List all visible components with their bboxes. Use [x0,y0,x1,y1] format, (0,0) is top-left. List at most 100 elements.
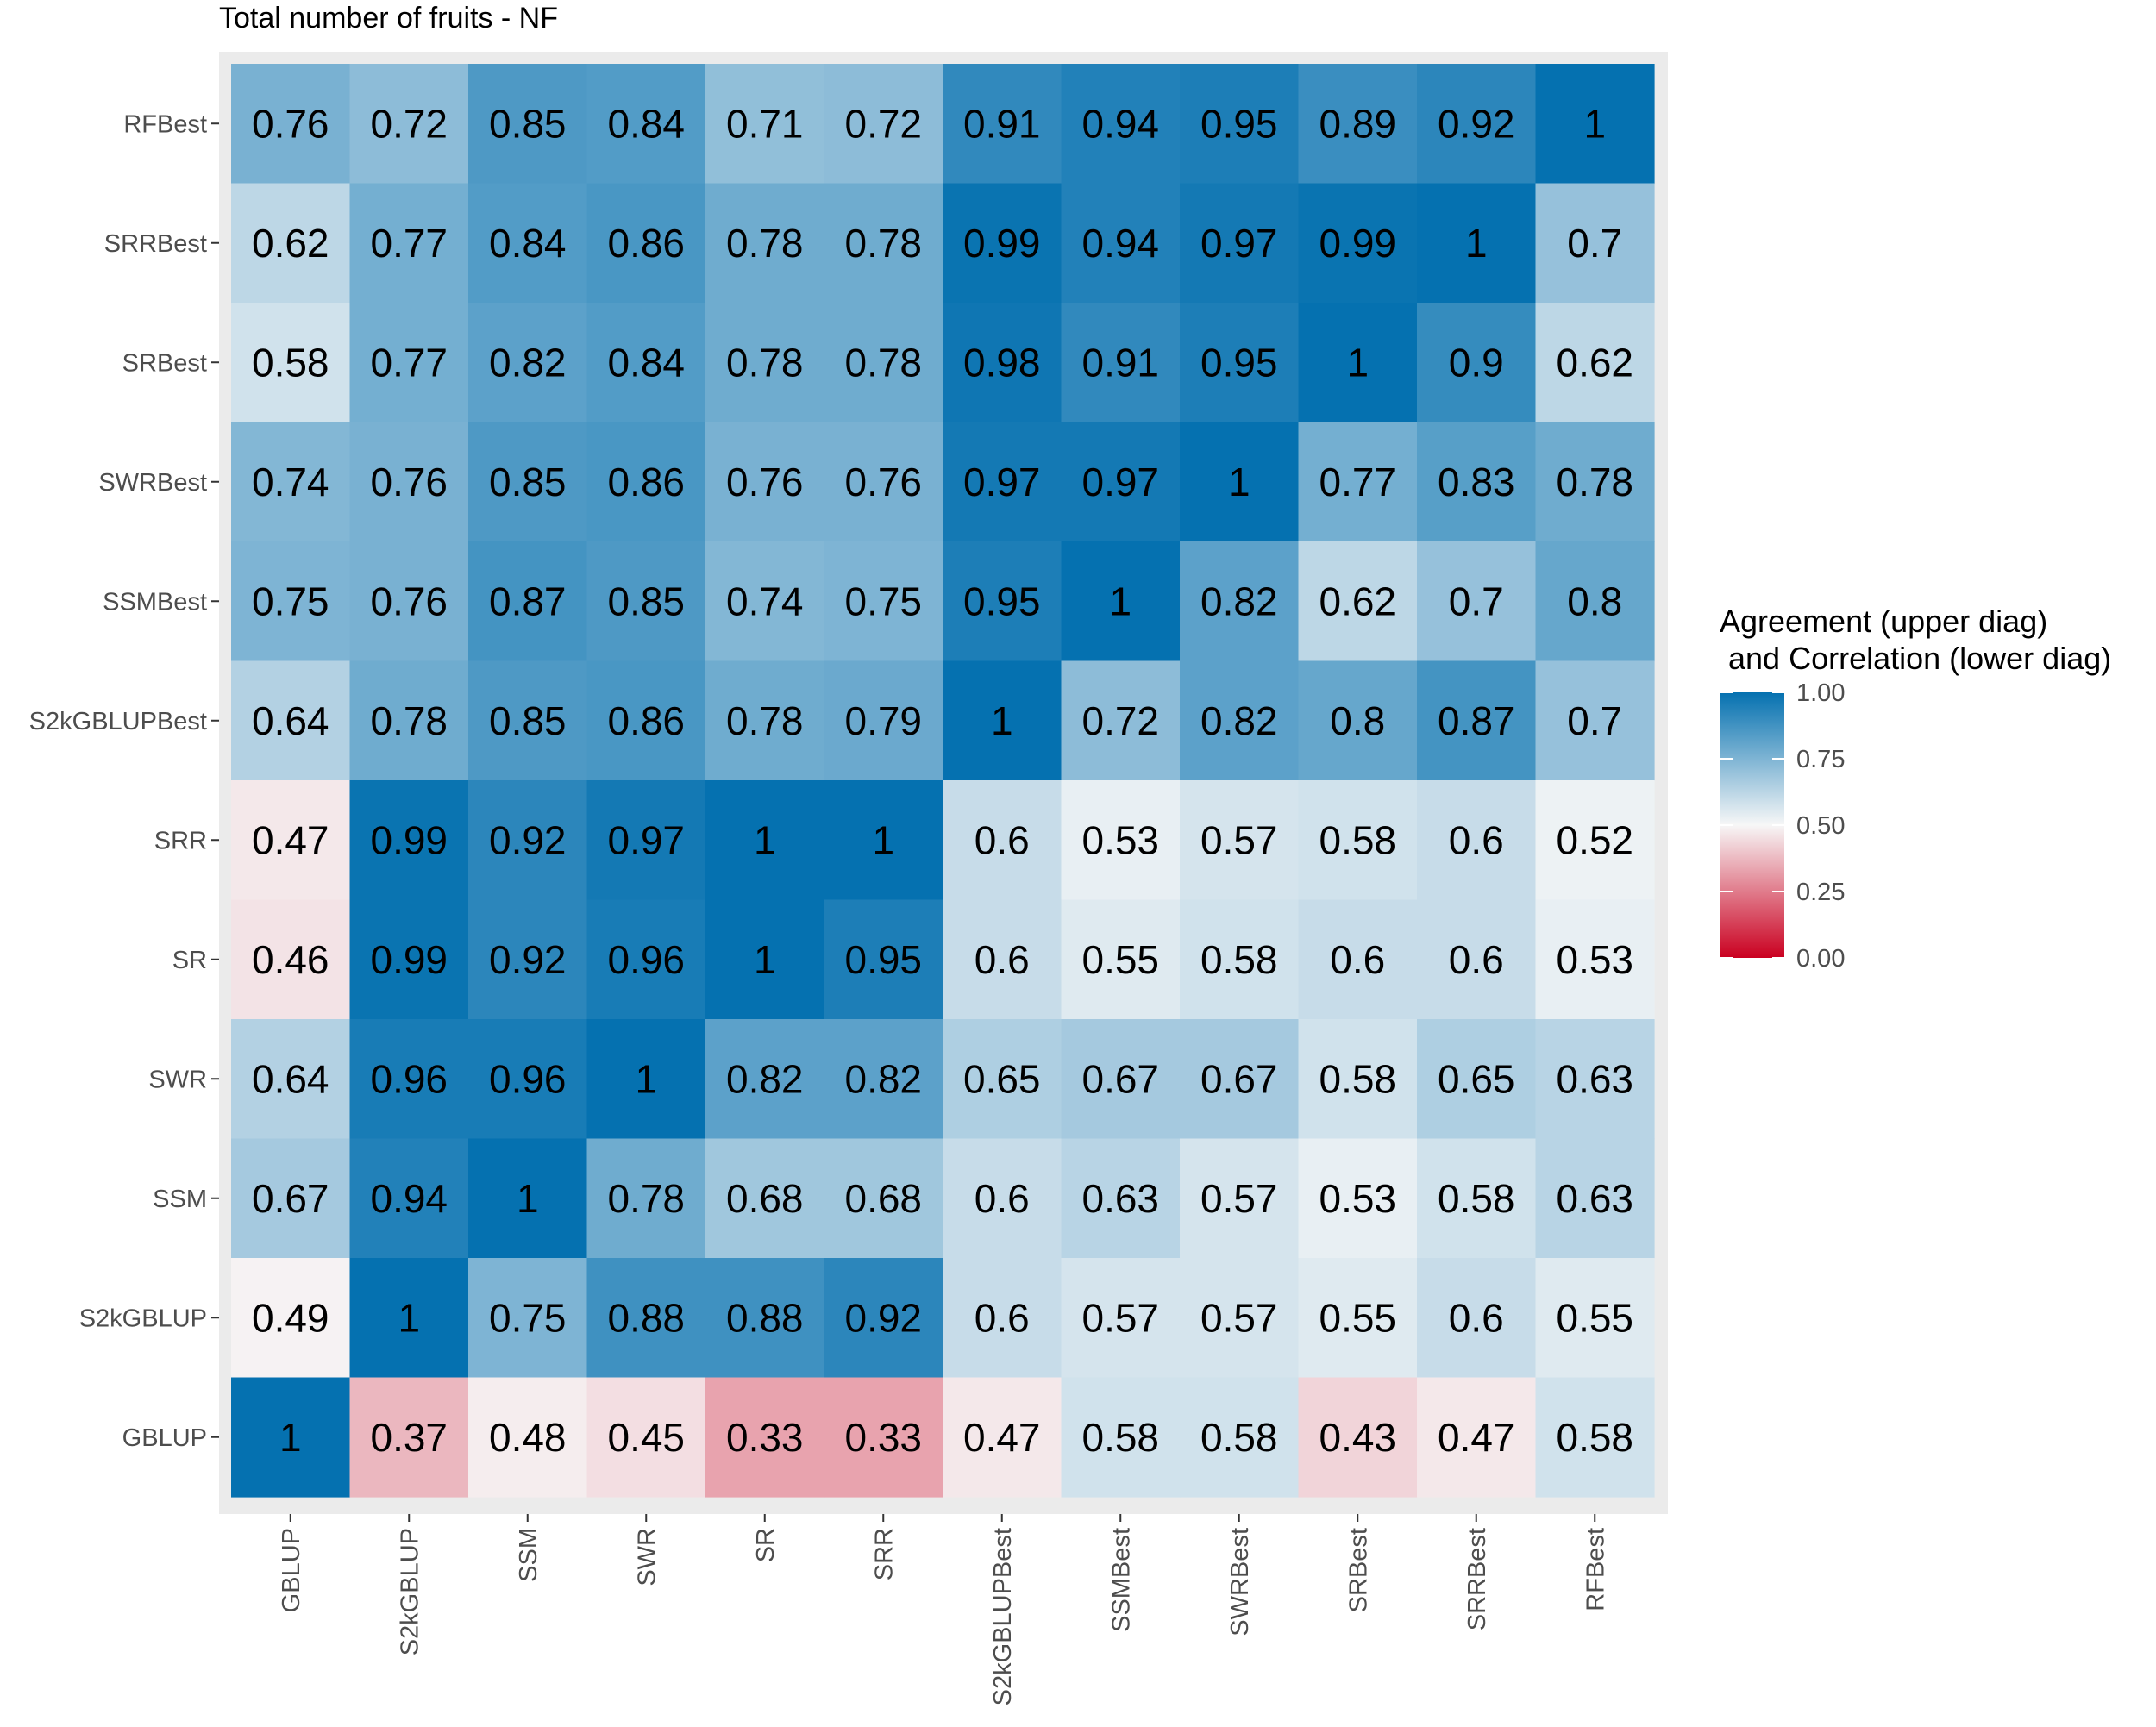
heatmap-cell-label: 0.87 [489,579,567,623]
heatmap-cell [1061,183,1181,303]
heatmap-cell [586,780,706,901]
heatmap-cell [1298,1019,1418,1140]
x-tick-label: RFBest [1582,1528,1609,1611]
heatmap-cell-label: 0.55 [1081,937,1159,982]
heatmap-cell [586,1377,706,1498]
y-tick-label: SSMBest [103,588,207,616]
heatmap-cell-label: 0.57 [1081,1295,1159,1340]
heatmap-cell [468,1138,588,1259]
y-tick-label: SWR [148,1066,207,1093]
y-tick-label: SR [172,947,207,974]
heatmap-cell [1535,64,1655,185]
heatmap-cell [1417,1019,1537,1140]
heatmap-cell-label: 0.71 [726,101,804,146]
heatmap-cell [943,660,1062,781]
heatmap-cell-label: 0.46 [252,937,329,982]
heatmap-cell [705,1258,825,1379]
heatmap-cell-label: 0.82 [1200,698,1278,743]
heatmap-cell [1180,422,1300,542]
heatmap-cell-label: 0.96 [370,1056,448,1101]
heatmap-cell [231,780,351,901]
y-tick-label: RFBest [123,110,207,138]
heatmap-cell [1180,303,1300,423]
heatmap-cell [705,660,825,781]
heatmap-cell-label: 1 [1346,340,1369,385]
heatmap-cell [349,1019,469,1140]
y-tick-label: SWRBest [98,469,207,497]
heatmap-cell [586,541,706,662]
heatmap-cell-label: 0.92 [489,817,567,862]
heatmap-cell-label: 0.82 [726,1056,804,1101]
heatmap-cell-label: 0.78 [844,340,922,385]
heatmap-cell-label: 0.58 [1200,937,1278,982]
heatmap-cell-label: 0.85 [489,101,567,146]
heatmap-cell [1298,660,1418,781]
heatmap-cell [1061,1377,1181,1498]
heatmap-cell [1535,183,1655,303]
heatmap-cell-label: 0.94 [1081,101,1159,146]
heatmap-cell-label: 1 [754,937,776,982]
heatmap-cell [824,1258,943,1379]
y-tick-label: SRBest [122,349,207,377]
heatmap-cell-label: 0.37 [370,1415,448,1460]
heatmap-cell-label: 0.95 [1200,101,1278,146]
heatmap-cell-label: 0.88 [726,1295,804,1340]
heatmap-cell [1298,780,1418,901]
heatmap-cell-label: 0.82 [489,340,567,385]
heatmap-cell [1535,660,1655,781]
heatmap-cell-label: 1 [517,1176,539,1221]
heatmap-cell [349,1377,469,1498]
heatmap-cell-label: 1 [635,1056,657,1101]
heatmap-cell [349,780,469,901]
heatmap-cell-label: 0.99 [370,817,448,862]
heatmap-cell [943,183,1062,303]
heatmap-cell-label: 0.86 [607,698,685,743]
x-tick-label: S2kGBLUPBest [989,1528,1017,1705]
heatmap-cell-label: 0.53 [1081,817,1159,862]
heatmap-cell-label: 0.94 [1081,221,1159,266]
heatmap-cell [824,422,943,542]
heatmap-cell [1180,899,1300,1020]
heatmap-cell-label: 0.96 [607,937,685,982]
heatmap-cell-label: 0.58 [1556,1415,1633,1460]
heatmap-cell [468,183,588,303]
heatmap-cell [586,660,706,781]
heatmap-cell-label: 0.82 [844,1056,922,1101]
heatmap-cell-label: 0.92 [844,1295,922,1340]
heatmap-cell-label: 0.62 [1319,579,1396,623]
heatmap-cell-label: 0.74 [726,579,804,623]
heatmap-cell-label: 0.6 [975,1295,1030,1340]
heatmap-cell [586,1019,706,1140]
heatmap-cell-label: 0.99 [963,221,1041,266]
heatmap-cell [468,780,588,901]
heatmap-cell [349,422,469,542]
heatmap-cell [349,1138,469,1259]
heatmap-cell-label: 0.64 [252,1056,329,1101]
heatmap-cell-label: 0.58 [1200,1415,1278,1460]
heatmap-cell [231,1138,351,1259]
heatmap-cell-label: 0.48 [489,1415,567,1460]
heatmap-cell-label: 0.97 [1200,221,1278,266]
heatmap-cell [943,780,1062,901]
heatmap-cell-label: 0.58 [1081,1415,1159,1460]
heatmap-cell-label: 0.72 [1081,698,1159,743]
heatmap-cell [1298,303,1418,423]
heatmap-cell [1535,1019,1655,1140]
heatmap-cell-label: 0.99 [370,937,448,982]
heatmap-cell [943,64,1062,185]
heatmap-cell-label: 0.62 [1556,340,1633,385]
heatmap-cell [1061,422,1181,542]
heatmap-cell-label: 0.98 [963,340,1041,385]
heatmap-cell [586,183,706,303]
heatmap-cell [705,1377,825,1498]
heatmap-cell [1180,541,1300,662]
heatmap-cell [824,660,943,781]
heatmap-cell-label: 1 [754,817,776,862]
heatmap-cell [943,1138,1062,1259]
heatmap-cell [1417,303,1537,423]
heatmap-cell-label: 0.77 [1319,460,1396,504]
heatmap-cell-label: 0.96 [489,1056,567,1101]
x-tick-label: SWRBest [1226,1528,1254,1636]
heatmap-cell-label: 0.76 [370,460,448,504]
